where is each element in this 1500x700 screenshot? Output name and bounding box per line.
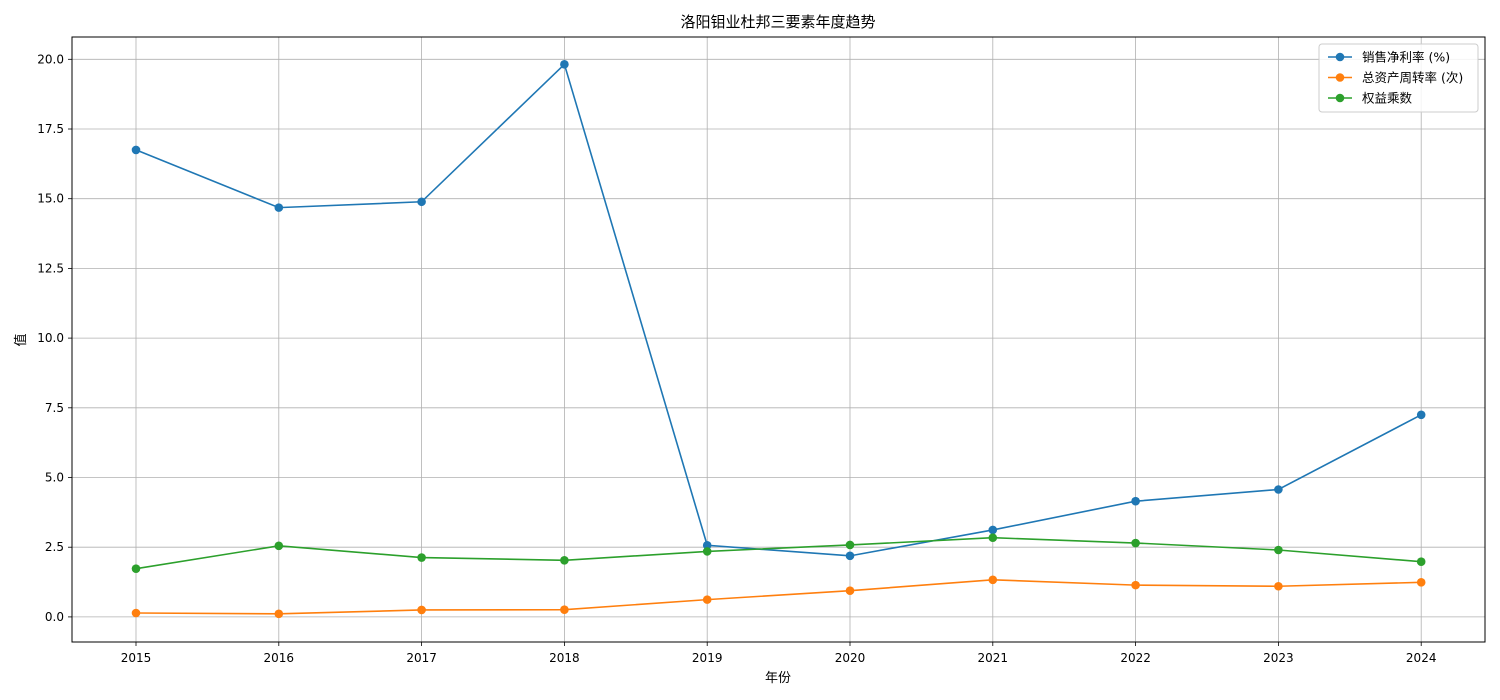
y-tick-label: 10.0 <box>37 331 64 345</box>
chart-title: 洛阳钼业杜邦三要素年度趋势 <box>680 13 875 31</box>
x-tick-label: 2024 <box>1406 651 1437 665</box>
y-tick-label: 0.0 <box>45 610 64 624</box>
data-point <box>1274 485 1283 494</box>
data-point <box>1416 578 1426 587</box>
x-tick-label: 2020 <box>835 651 866 665</box>
x-tick-label: 2017 <box>406 651 437 665</box>
data-point <box>131 608 141 618</box>
data-point <box>988 533 998 543</box>
legend-marker <box>1335 73 1345 82</box>
data-point <box>560 605 569 614</box>
data-point <box>702 540 712 550</box>
data-point <box>988 525 998 535</box>
series-line <box>135 579 1422 615</box>
data-point <box>131 564 141 573</box>
series-line <box>135 536 1422 570</box>
data-point <box>417 605 426 615</box>
data-point <box>1416 410 1426 420</box>
x-tick-label: 2019 <box>692 651 723 665</box>
legend-label: 总资产周转率 (次) <box>1362 70 1463 85</box>
legend-label: 权益乘数 <box>1362 91 1413 106</box>
data-point <box>274 203 284 212</box>
y-axis-title: 值 <box>13 333 29 346</box>
legend: 销售净利率 (%) 总资产周转率 (次) 权益乘数 <box>1318 43 1479 113</box>
x-tick-label: 2022 <box>1120 651 1151 665</box>
x-axis: 2015 2016 2017 2018 2019 2020 2021 2022 2023 2024 <box>121 642 1437 665</box>
series-group <box>131 575 1426 619</box>
x-tick-label: 2021 <box>978 651 1009 665</box>
x-tick-label: 2018 <box>549 651 580 665</box>
legend-label: 销售净利率 (%) <box>1362 50 1450 65</box>
data-point <box>417 197 426 207</box>
data-point <box>560 60 569 69</box>
series-line <box>135 62 1422 557</box>
data-point <box>845 586 855 596</box>
legend-marker <box>1335 93 1345 103</box>
data-point <box>702 547 712 556</box>
y-tick-label: 15.0 <box>37 192 64 206</box>
y-tick-label: 20.0 <box>37 52 64 66</box>
data-point <box>702 595 712 604</box>
data-point <box>1274 581 1283 591</box>
y-tick-label: 2.5 <box>45 540 64 554</box>
data-point <box>131 145 141 155</box>
plot-area-frame <box>71 36 1486 643</box>
x-axis-title: 年份 <box>765 671 791 686</box>
data-point <box>1131 496 1140 506</box>
series-group <box>131 533 1426 573</box>
y-tick-label: 5.0 <box>45 471 64 485</box>
y-tick-label: 12.5 <box>37 261 64 275</box>
data-point <box>274 609 284 619</box>
data-point <box>988 575 998 585</box>
data-point <box>1274 545 1283 555</box>
grid-lines <box>72 37 1485 642</box>
data-point <box>417 553 426 562</box>
data-point <box>560 556 569 565</box>
series-group <box>131 60 1426 561</box>
x-tick-label: 2015 <box>121 651 152 665</box>
data-point <box>845 551 855 561</box>
y-tick-label: 7.5 <box>45 401 64 415</box>
legend-marker <box>1335 52 1345 62</box>
data-point <box>274 541 284 551</box>
legend-box <box>1318 43 1479 113</box>
data-point <box>845 540 855 550</box>
y-axis: 0.0 2.5 5.0 7.5 10.0 12.5 15.0 17.5 20.0 <box>37 52 72 624</box>
series-lines <box>131 60 1426 619</box>
x-tick-label: 2016 <box>264 651 295 665</box>
x-tick-label: 2023 <box>1263 651 1294 665</box>
data-point <box>1416 557 1426 567</box>
data-point <box>1131 580 1140 590</box>
y-tick-label: 17.5 <box>37 122 64 136</box>
data-point <box>1131 538 1140 548</box>
